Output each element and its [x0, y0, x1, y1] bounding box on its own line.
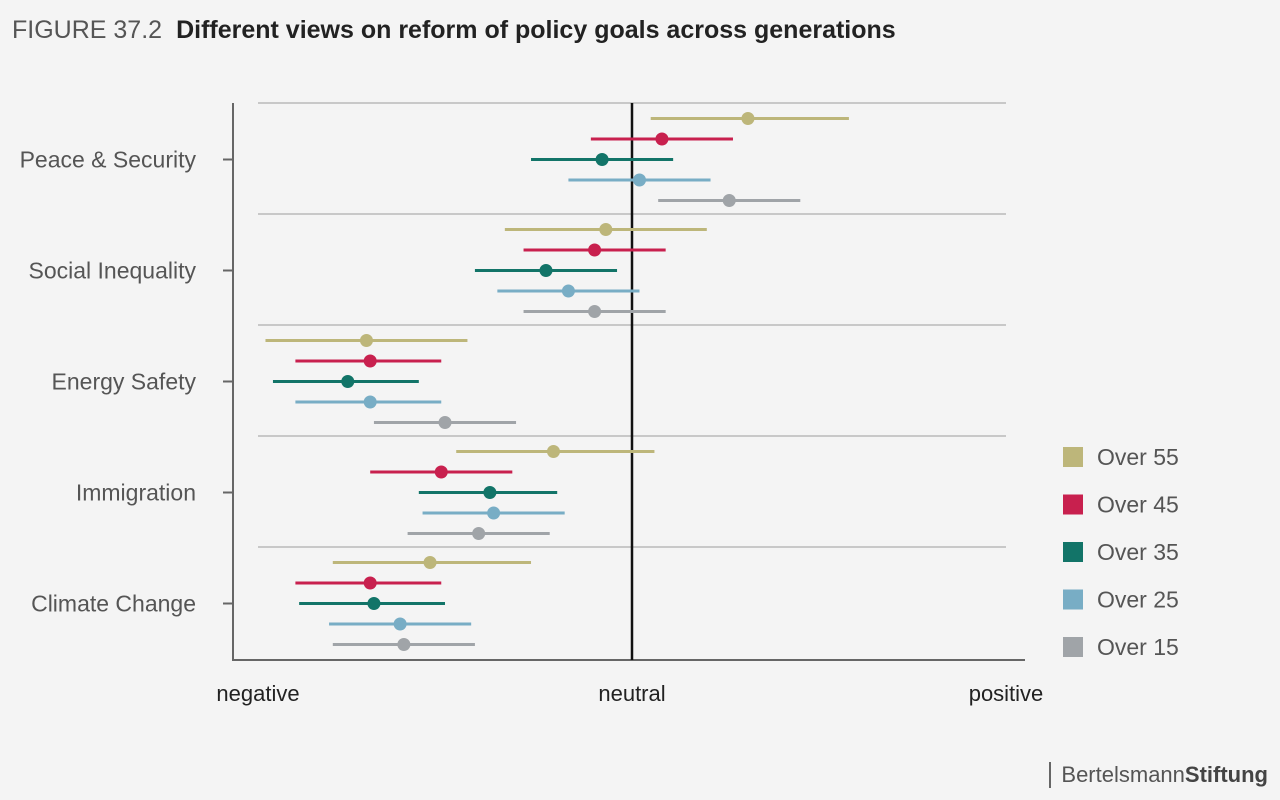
category-label: Climate Change	[31, 591, 196, 617]
legend-swatch	[1063, 542, 1083, 562]
data-point	[722, 194, 736, 207]
data-point	[655, 132, 669, 146]
data-point	[561, 284, 575, 298]
legend-swatch	[1063, 589, 1083, 610]
data-point	[588, 305, 602, 318]
axes	[223, 103, 1025, 661]
data-point	[341, 375, 355, 388]
data-point	[632, 173, 646, 187]
data-point	[363, 395, 377, 409]
data-point	[539, 264, 553, 277]
data-point	[487, 506, 501, 520]
x-tick-label: neutral	[598, 681, 665, 706]
category-label: Energy Safety	[52, 369, 197, 395]
data-point	[434, 465, 448, 479]
legend-label: Over 35	[1097, 539, 1179, 565]
data-point	[546, 445, 560, 458]
figure-label: FIGURE 37.2	[12, 16, 163, 44]
data-point	[599, 223, 613, 236]
category-label: Peace & Security	[20, 147, 197, 173]
data-point	[741, 112, 755, 125]
x-tick-label: positive	[969, 681, 1044, 706]
data-point	[423, 556, 437, 569]
title-text: Different views on reform of policy goal…	[176, 16, 896, 44]
data-point	[472, 527, 486, 540]
legend-label: Over 45	[1097, 492, 1179, 518]
data-point	[483, 486, 497, 499]
y-tick-labels: Peace & Security Social Inequality Energy …	[20, 147, 197, 617]
data-point	[363, 576, 377, 590]
x-tick-labels: negative neutral positive	[216, 681, 1043, 706]
legend-label: Over 55	[1097, 444, 1179, 470]
legend-label: Over 15	[1097, 634, 1179, 660]
data-point	[438, 416, 452, 429]
data-points	[341, 112, 755, 651]
legend-swatch	[1063, 637, 1083, 657]
data-point	[595, 153, 609, 166]
brand-logo: BertelsmannStiftung	[1049, 762, 1268, 788]
category-label: Social Inequality	[29, 258, 197, 284]
data-point	[588, 243, 602, 257]
data-point	[397, 638, 411, 651]
x-tick-label: negative	[216, 681, 299, 706]
legend-swatch	[1063, 447, 1083, 467]
legend-label: Over 25	[1097, 587, 1179, 613]
legend-swatch	[1063, 494, 1083, 515]
chart-title: FIGURE 37.2 Different views on reform of …	[12, 16, 896, 45]
brand-part2: Stiftung	[1184, 762, 1268, 787]
legend: Over 55 Over 45 Over 35 Over 25 Over 15	[1063, 444, 1179, 660]
brand-part1: Bertelsmann	[1061, 762, 1185, 787]
data-point	[363, 354, 377, 368]
category-label: Immigration	[76, 480, 196, 506]
data-point	[359, 334, 373, 347]
data-point	[393, 617, 407, 631]
data-point	[367, 597, 381, 610]
